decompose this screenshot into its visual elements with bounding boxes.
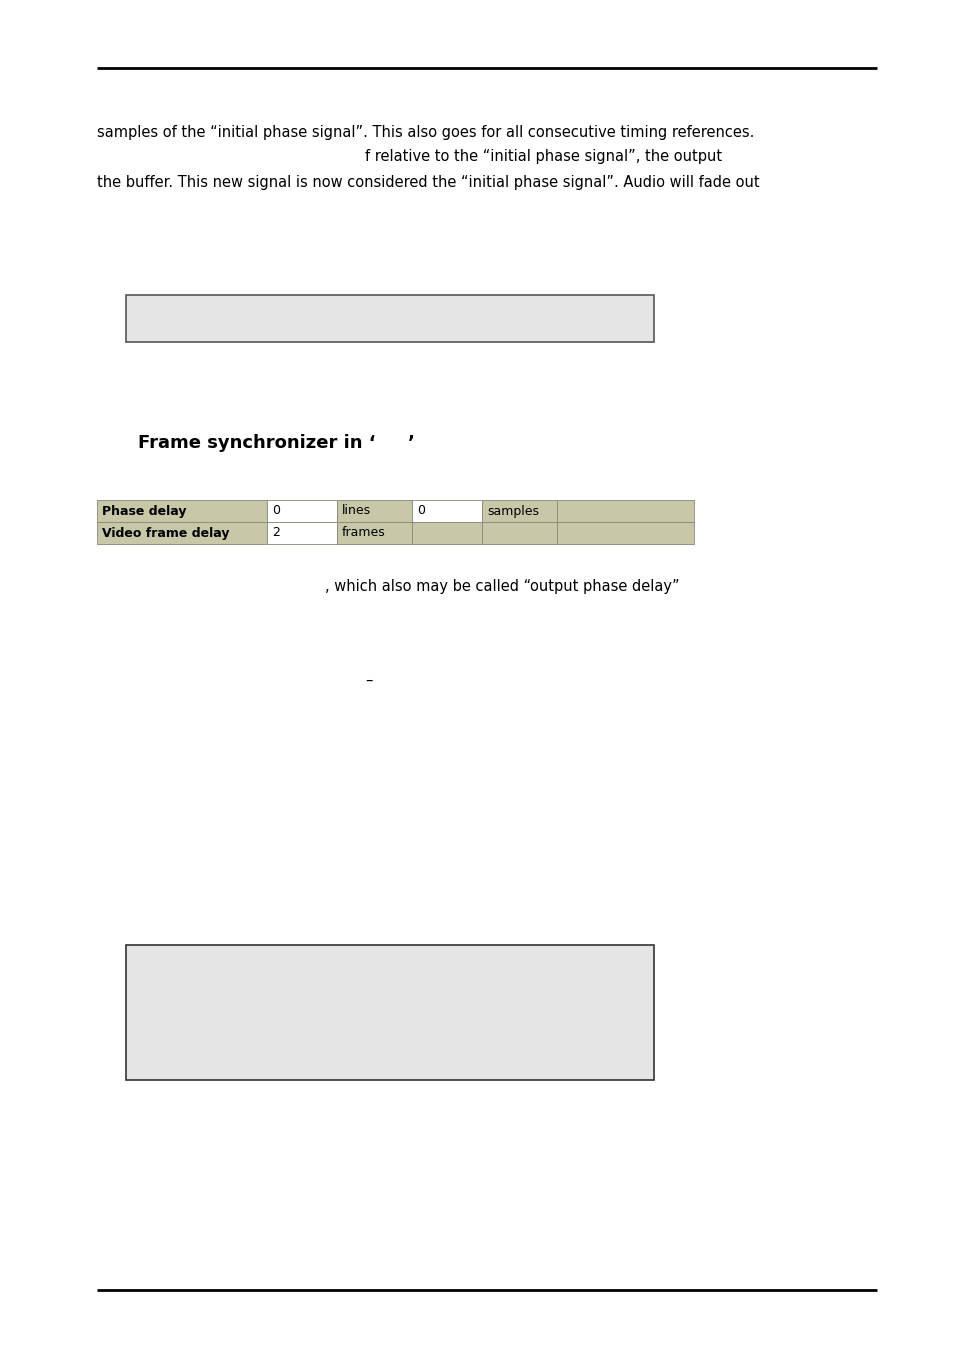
Text: Video frame delay: Video frame delay <box>102 526 230 540</box>
Bar <box>412 522 481 544</box>
Text: samples of the “initial phase signal”. This also goes for all consecutive timing: samples of the “initial phase signal”. T… <box>97 124 754 139</box>
Bar <box>412 500 481 522</box>
Bar <box>557 500 693 522</box>
Bar <box>267 500 336 522</box>
Bar <box>97 500 267 522</box>
Text: Frame synchronizer in ‘: Frame synchronizer in ‘ <box>138 433 375 452</box>
Text: 2: 2 <box>272 526 279 540</box>
Text: ’: ’ <box>408 433 415 452</box>
Bar <box>267 522 336 544</box>
Text: –: – <box>365 672 372 687</box>
Text: samples: samples <box>486 505 538 517</box>
Text: f relative to the “initial phase signal”, the output: f relative to the “initial phase signal”… <box>365 150 721 165</box>
Text: frames: frames <box>341 526 385 540</box>
Bar <box>481 522 557 544</box>
Bar <box>97 522 267 544</box>
Bar <box>557 522 693 544</box>
Text: Phase delay: Phase delay <box>102 505 186 517</box>
Text: lines: lines <box>341 505 371 517</box>
Text: , which also may be called “output phase delay”: , which also may be called “output phase… <box>325 579 679 594</box>
Bar <box>126 945 654 1080</box>
Text: the buffer. This new signal is now considered the “initial phase signal”. Audio : the buffer. This new signal is now consi… <box>97 176 759 190</box>
Text: 0: 0 <box>272 505 280 517</box>
Bar <box>481 500 557 522</box>
Text: 0: 0 <box>416 505 424 517</box>
Bar <box>336 522 412 544</box>
Bar <box>126 296 654 342</box>
Bar <box>336 500 412 522</box>
